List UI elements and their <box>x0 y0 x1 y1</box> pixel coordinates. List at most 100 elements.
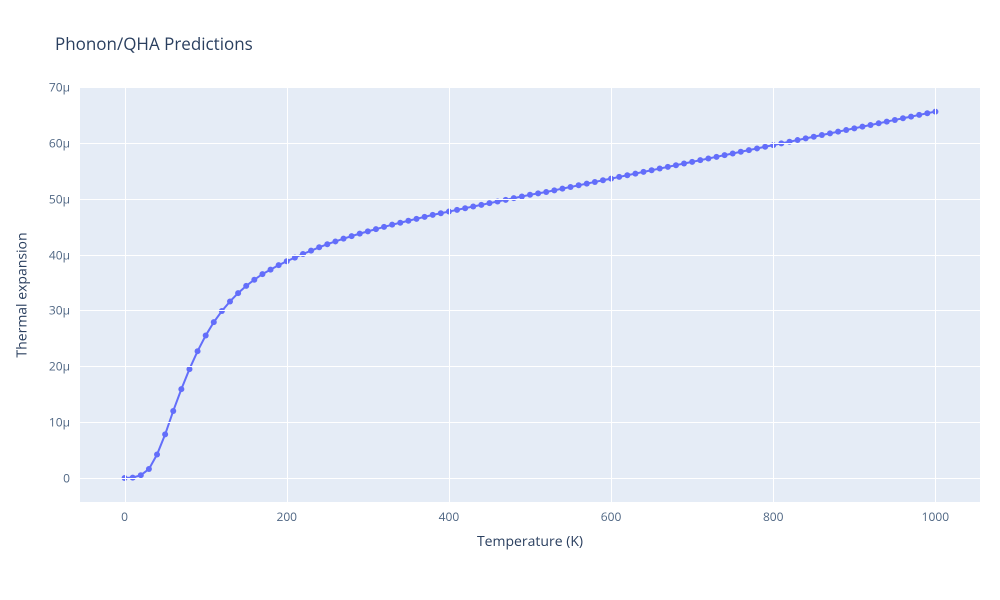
series-marker[interactable] <box>900 115 906 121</box>
series-marker[interactable] <box>243 283 249 289</box>
series-marker[interactable] <box>308 248 314 254</box>
series-marker[interactable] <box>251 277 257 283</box>
series-marker[interactable] <box>673 162 679 168</box>
series-marker[interactable] <box>803 135 809 141</box>
series-marker[interactable] <box>632 171 638 177</box>
series-marker[interactable] <box>341 236 347 242</box>
series-marker[interactable] <box>349 233 355 239</box>
series-marker[interactable] <box>811 134 817 140</box>
x-tick-label: 600 <box>601 508 622 525</box>
series-marker[interactable] <box>908 114 914 120</box>
series-marker[interactable] <box>600 177 606 183</box>
series-marker[interactable] <box>543 189 549 195</box>
series-marker[interactable] <box>559 186 565 192</box>
series-marker[interactable] <box>527 192 533 198</box>
x-tick-label: 800 <box>763 508 784 525</box>
x-axis-label: Temperature (K) <box>477 532 583 551</box>
series-marker[interactable] <box>624 172 630 178</box>
series-marker[interactable] <box>746 147 752 153</box>
series-marker[interactable] <box>235 290 241 296</box>
series-marker[interactable] <box>705 155 711 161</box>
gridline-horizontal <box>80 255 980 256</box>
series-marker[interactable] <box>268 267 274 273</box>
series-marker[interactable] <box>665 164 671 170</box>
series-marker[interactable] <box>859 124 865 130</box>
series-marker[interactable] <box>584 181 590 187</box>
series-marker[interactable] <box>835 129 841 135</box>
series-marker[interactable] <box>324 241 330 247</box>
series-marker[interactable] <box>397 220 403 226</box>
x-tick-label: 1000 <box>922 508 949 525</box>
series-marker[interactable] <box>462 205 468 211</box>
gridline-horizontal <box>80 366 980 367</box>
series-marker[interactable] <box>722 152 728 158</box>
series-marker[interactable] <box>851 125 857 131</box>
series-marker[interactable] <box>884 119 890 125</box>
series-marker[interactable] <box>657 166 663 172</box>
series-marker[interactable] <box>195 348 201 354</box>
series-marker[interactable] <box>162 431 168 437</box>
series-marker[interactable] <box>170 408 176 414</box>
series-marker[interactable] <box>535 190 541 196</box>
series-marker[interactable] <box>592 179 598 185</box>
series-marker[interactable] <box>876 120 882 126</box>
series-marker[interactable] <box>227 298 233 304</box>
y-tick-label: 0 <box>35 469 70 486</box>
y-tick-label: 30μ <box>35 302 70 319</box>
series-marker[interactable] <box>357 231 363 237</box>
series-marker[interactable] <box>405 218 411 224</box>
series-marker[interactable] <box>697 157 703 163</box>
y-axis-label: Thermal expansion <box>13 232 32 357</box>
series-marker[interactable] <box>259 271 265 277</box>
series-marker[interactable] <box>730 150 736 156</box>
series-marker[interactable] <box>470 204 476 210</box>
series-marker[interactable] <box>422 214 428 220</box>
series-marker[interactable] <box>843 127 849 133</box>
series-marker[interactable] <box>413 216 419 222</box>
series-marker[interactable] <box>568 184 574 190</box>
plot-svg <box>80 87 980 502</box>
series-marker[interactable] <box>551 187 557 193</box>
series-marker[interactable] <box>641 169 647 175</box>
series-marker[interactable] <box>154 452 160 458</box>
series-marker[interactable] <box>827 130 833 136</box>
y-tick-label: 60μ <box>35 134 70 151</box>
series-marker[interactable] <box>713 154 719 160</box>
y-tick-label: 20μ <box>35 358 70 375</box>
series-marker[interactable] <box>576 182 582 188</box>
series-marker[interactable] <box>649 167 655 173</box>
series-marker[interactable] <box>916 112 922 118</box>
series-marker[interactable] <box>754 145 760 151</box>
series-marker[interactable] <box>738 149 744 155</box>
gridline-vertical <box>611 87 612 502</box>
series-marker[interactable] <box>381 224 387 230</box>
series-marker[interactable] <box>430 212 436 218</box>
x-tick-label: 200 <box>276 508 297 525</box>
series-marker[interactable] <box>924 110 930 116</box>
series-marker[interactable] <box>203 333 209 339</box>
series-marker[interactable] <box>316 244 322 250</box>
series-marker[interactable] <box>211 319 217 325</box>
series-marker[interactable] <box>616 174 622 180</box>
gridline-horizontal <box>80 422 980 423</box>
series-marker[interactable] <box>689 159 695 165</box>
series-marker[interactable] <box>276 262 282 268</box>
series-marker[interactable] <box>486 200 492 206</box>
series-marker[interactable] <box>389 222 395 228</box>
gridline-horizontal <box>80 87 980 88</box>
series-marker[interactable] <box>478 202 484 208</box>
series-marker[interactable] <box>762 144 768 150</box>
series-marker[interactable] <box>868 122 874 128</box>
series-marker[interactable] <box>146 466 152 472</box>
series-marker[interactable] <box>178 386 184 392</box>
gridline-vertical <box>935 87 936 502</box>
series-marker[interactable] <box>454 207 460 213</box>
plot-area <box>80 87 980 502</box>
series-marker[interactable] <box>438 210 444 216</box>
series-marker[interactable] <box>373 226 379 232</box>
series-marker[interactable] <box>681 161 687 167</box>
series-marker[interactable] <box>892 117 898 123</box>
series-marker[interactable] <box>365 228 371 234</box>
series-marker[interactable] <box>819 132 825 138</box>
series-marker[interactable] <box>332 238 338 244</box>
